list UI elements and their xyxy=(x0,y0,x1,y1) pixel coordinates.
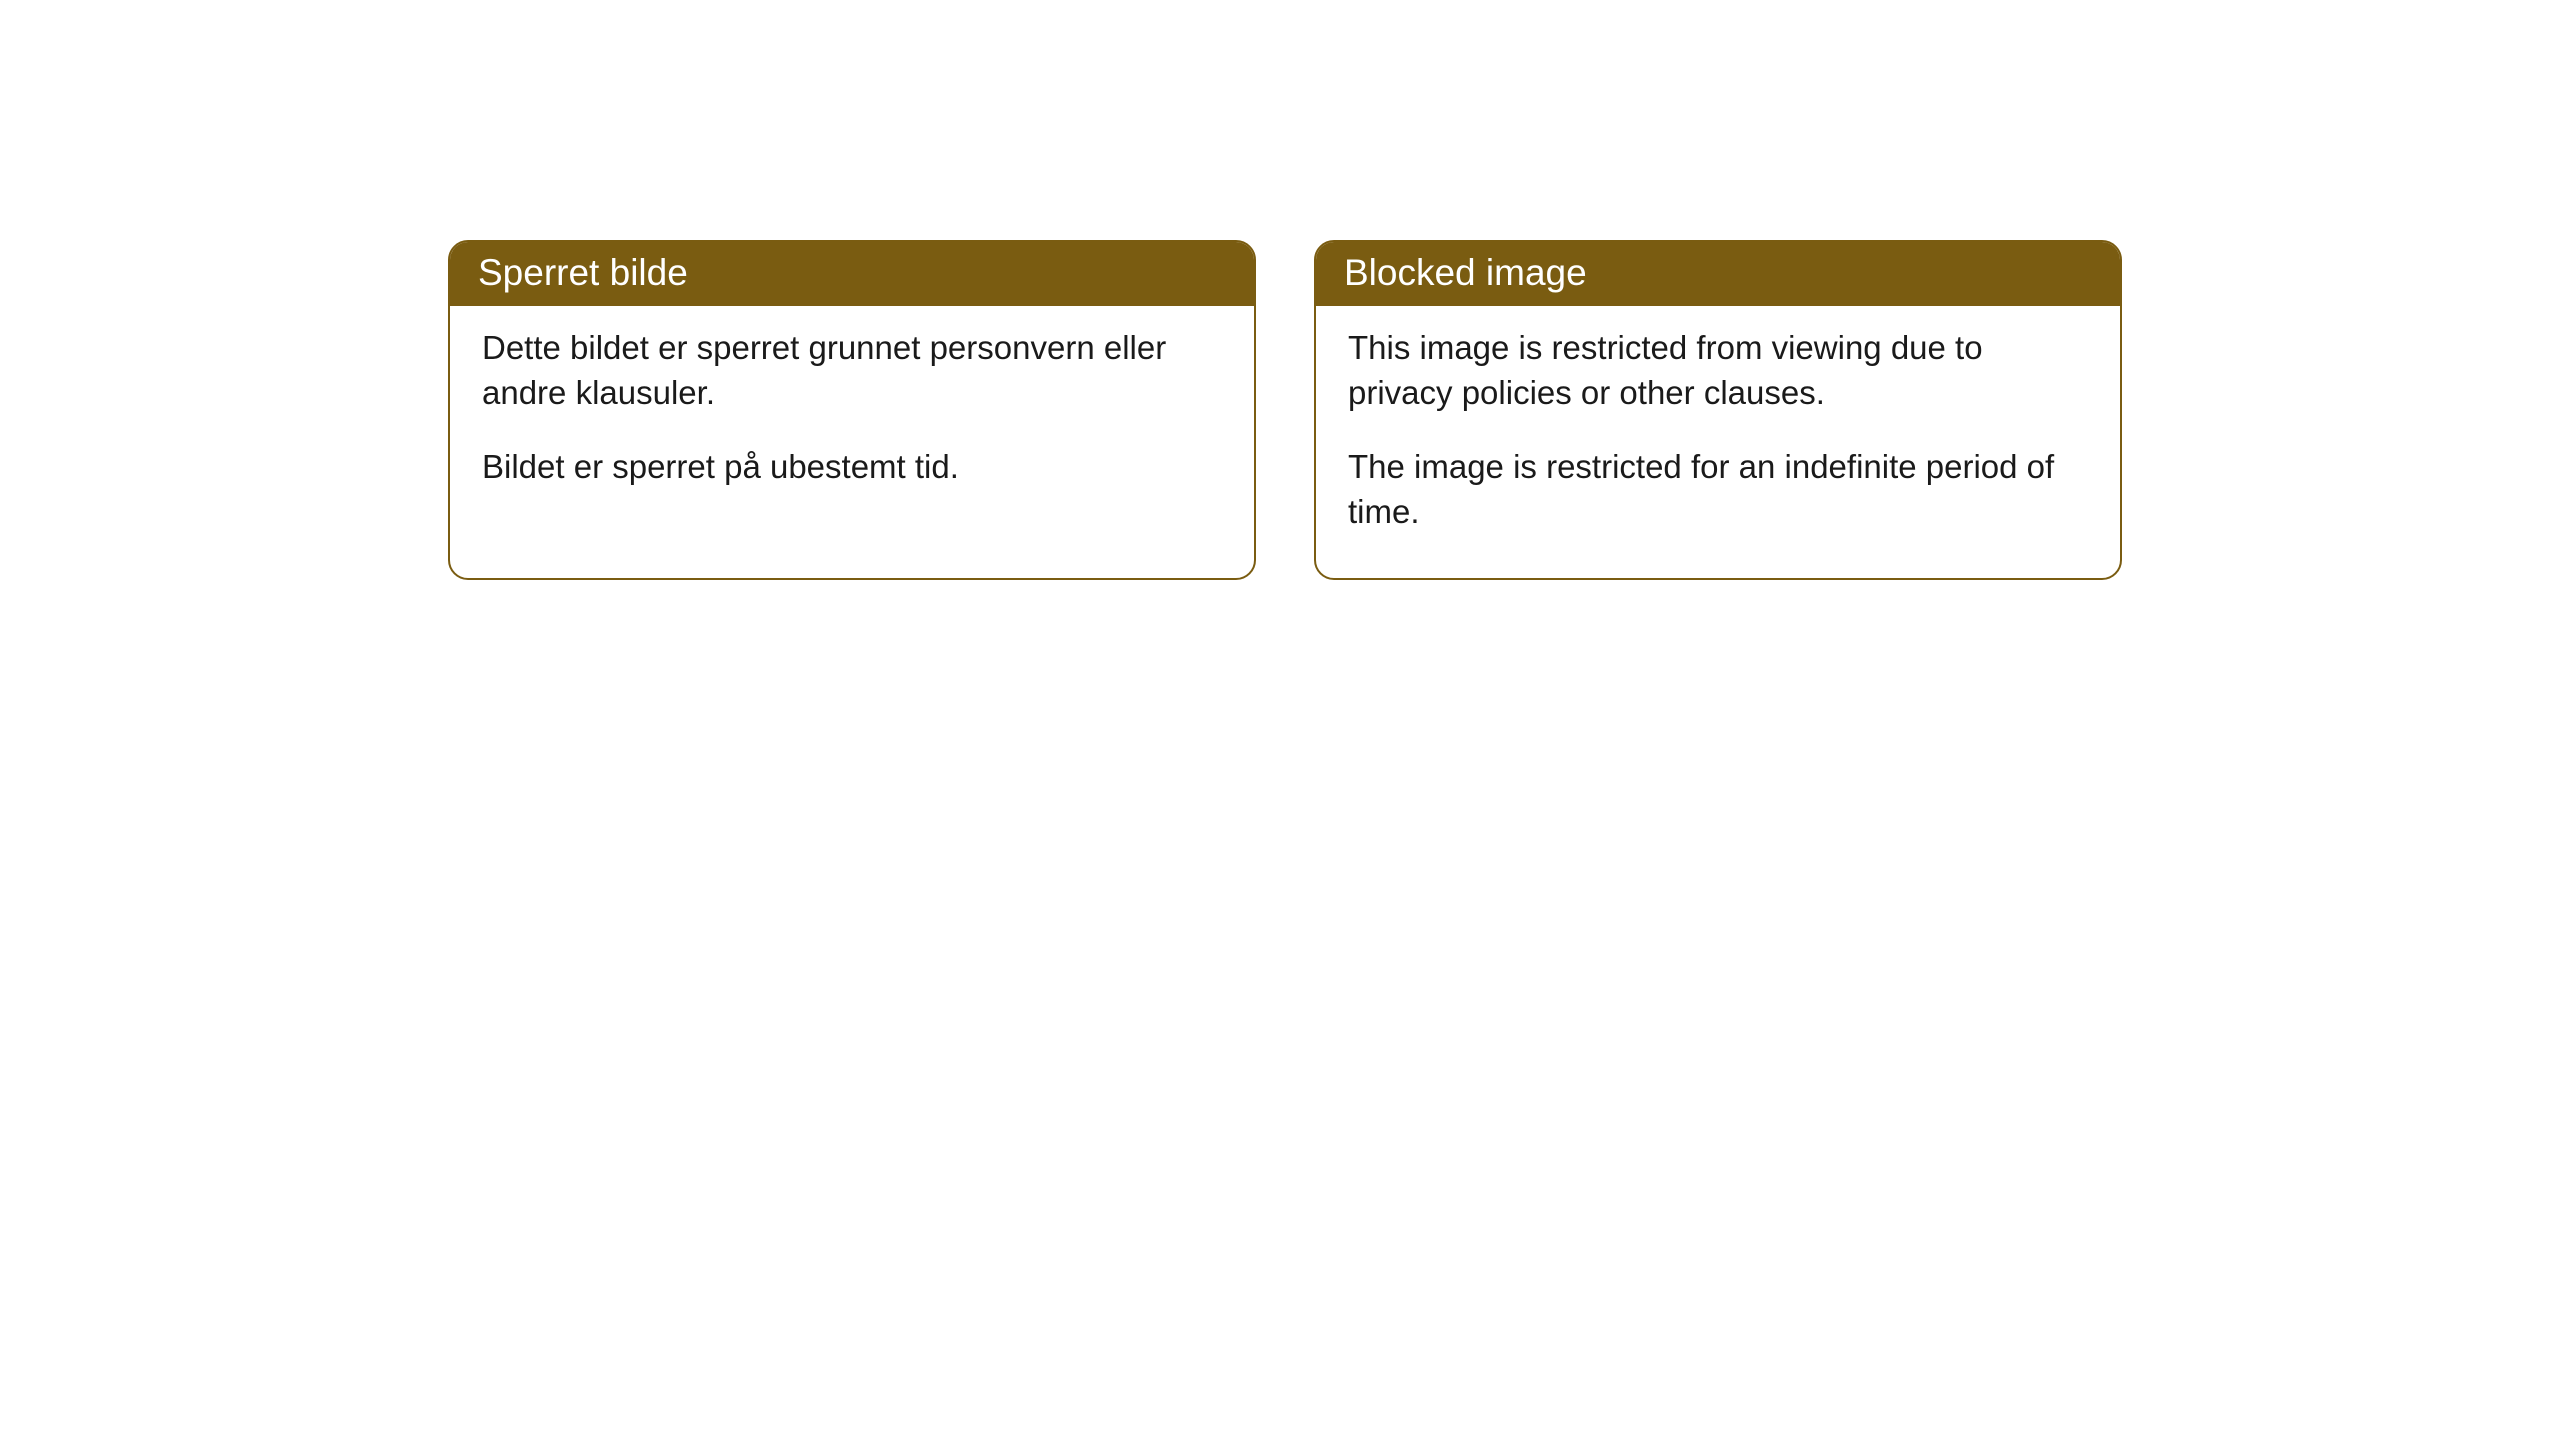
card-text-norwegian-1: Dette bildet er sperret grunnet personve… xyxy=(482,326,1222,415)
card-body-norwegian: Dette bildet er sperret grunnet personve… xyxy=(450,306,1254,534)
card-title-norwegian: Sperret bilde xyxy=(450,242,1254,306)
notice-cards-container: Sperret bilde Dette bildet er sperret gr… xyxy=(0,0,2560,580)
blocked-image-card-english: Blocked image This image is restricted f… xyxy=(1314,240,2122,580)
card-text-english-1: This image is restricted from viewing du… xyxy=(1348,326,2088,415)
card-body-english: This image is restricted from viewing du… xyxy=(1316,306,2120,578)
blocked-image-card-norwegian: Sperret bilde Dette bildet er sperret gr… xyxy=(448,240,1256,580)
card-text-norwegian-2: Bildet er sperret på ubestemt tid. xyxy=(482,445,1222,490)
card-text-english-2: The image is restricted for an indefinit… xyxy=(1348,445,2088,534)
card-title-english: Blocked image xyxy=(1316,242,2120,306)
